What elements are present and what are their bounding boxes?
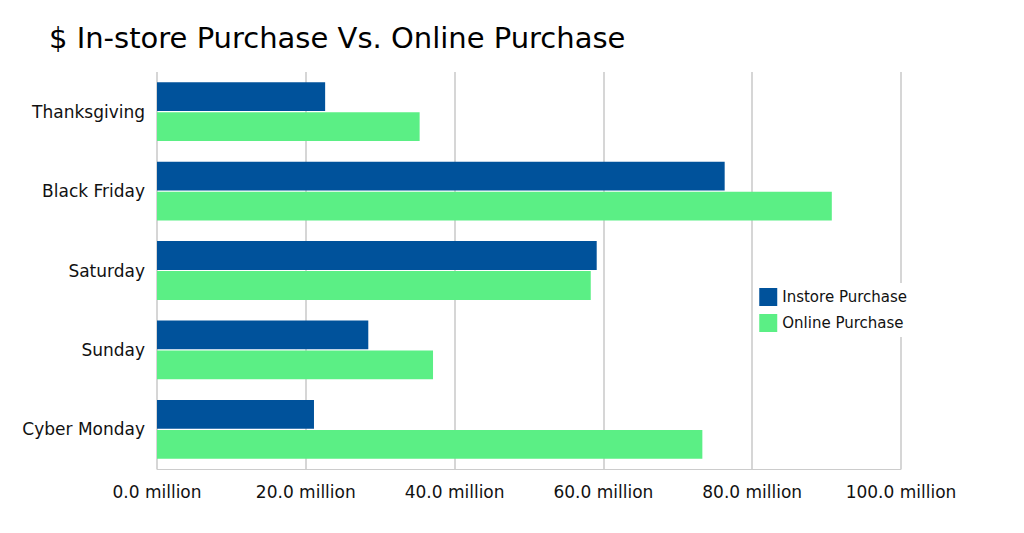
svg-text:60.0 million: 60.0 million	[553, 482, 653, 502]
svg-text:100.0 million: 100.0 million	[846, 482, 957, 502]
svg-text:Black Friday: Black Friday	[42, 181, 145, 201]
svg-text:80.0 million: 80.0 million	[702, 482, 802, 502]
svg-text:0.0 million: 0.0 million	[112, 482, 201, 502]
svg-text:Thanksgiving: Thanksgiving	[31, 102, 145, 122]
svg-text:40.0 million: 40.0 million	[405, 482, 505, 502]
svg-text:$ In-store Purchase Vs. Online: $ In-store Purchase Vs. Online Purchase	[49, 21, 625, 55]
svg-text:Instore Purchase: Instore Purchase	[782, 288, 907, 306]
svg-text:20.0 million: 20.0 million	[256, 482, 356, 502]
svg-text:Saturday: Saturday	[68, 261, 145, 281]
svg-text:Sunday: Sunday	[81, 340, 145, 360]
svg-text:Online Purchase: Online Purchase	[782, 314, 903, 332]
svg-text:Cyber Monday: Cyber Monday	[22, 419, 145, 439]
